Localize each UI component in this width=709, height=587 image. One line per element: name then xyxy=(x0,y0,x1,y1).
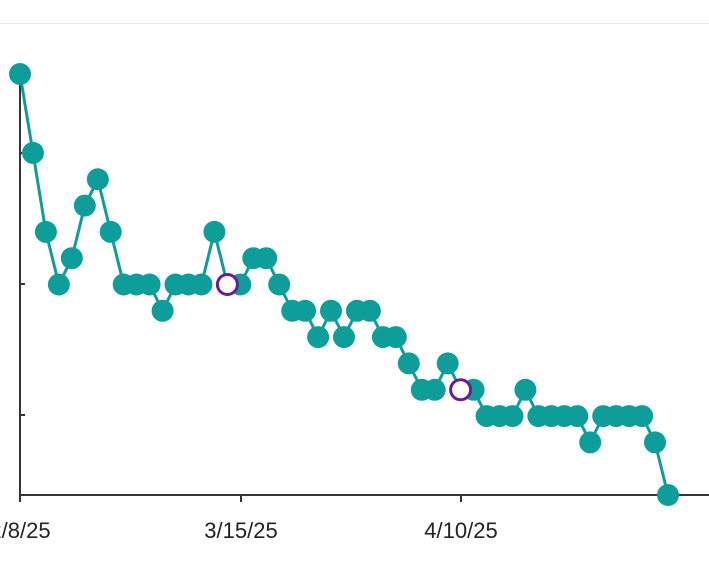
data-point[interactable] xyxy=(384,326,407,349)
data-point[interactable] xyxy=(333,326,355,349)
data-point[interactable] xyxy=(151,299,174,322)
data-point[interactable] xyxy=(644,431,666,454)
data-point[interactable] xyxy=(34,220,57,243)
x-axis: 2/8/25 3/15/25 4/10/25 xyxy=(0,494,709,543)
data-point[interactable] xyxy=(631,405,654,428)
data-point[interactable] xyxy=(501,405,524,428)
data-point[interactable] xyxy=(9,63,31,85)
hollow-data-point[interactable] xyxy=(449,378,473,402)
data-point[interactable] xyxy=(190,273,213,296)
x-tick-label: 2/8/25 xyxy=(0,518,51,543)
x-tick-label: 3/15/25 xyxy=(204,518,277,543)
hollow-data-point[interactable] xyxy=(215,273,239,296)
data-point[interactable] xyxy=(99,220,122,243)
data-point[interactable] xyxy=(397,352,420,375)
data-point[interactable] xyxy=(138,273,161,296)
data-point[interactable] xyxy=(307,326,330,349)
data-point[interactable] xyxy=(268,273,291,296)
data-point[interactable] xyxy=(657,484,679,506)
y-axis xyxy=(19,74,25,495)
data-point[interactable] xyxy=(60,247,83,270)
data-point[interactable] xyxy=(320,299,342,322)
data-point[interactable] xyxy=(203,220,226,243)
data-point[interactable] xyxy=(436,352,459,375)
top-divider xyxy=(0,23,709,24)
x-tick-label: 4/10/25 xyxy=(424,518,497,543)
data-point[interactable] xyxy=(579,431,602,454)
data-point[interactable] xyxy=(47,273,70,296)
data-point[interactable] xyxy=(566,405,589,428)
data-point[interactable] xyxy=(423,378,446,401)
data-point[interactable] xyxy=(73,194,96,217)
data-point[interactable] xyxy=(514,378,537,401)
data-point[interactable] xyxy=(22,141,44,164)
data-point[interactable] xyxy=(86,168,109,191)
data-point[interactable] xyxy=(255,247,278,270)
data-point[interactable] xyxy=(358,299,381,322)
data-point[interactable] xyxy=(294,299,317,322)
series-layer xyxy=(9,63,679,506)
